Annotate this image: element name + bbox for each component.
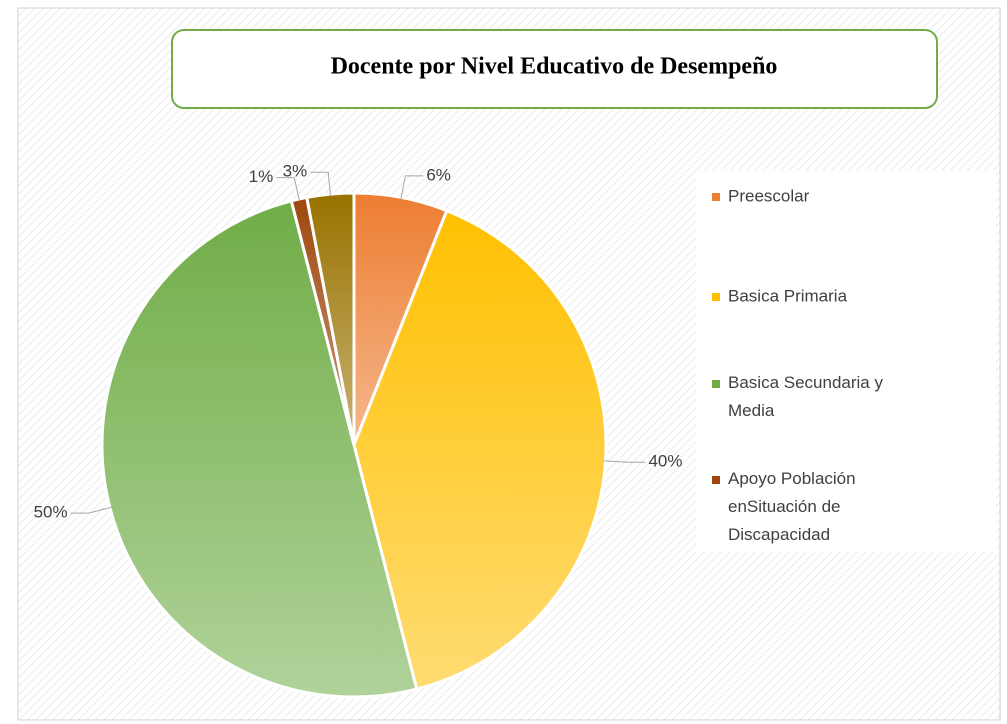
data-label: 40% [648,452,682,471]
data-label: 3% [283,162,308,181]
legend-box [696,170,996,552]
legend-label: Basica Primaria [728,286,848,305]
legend-label: Apoyo Población enSituación de Discapacida… [728,469,856,544]
leader-line [400,175,424,200]
leader-line [276,177,300,202]
data-label: 1% [249,167,274,186]
legend-swatch [712,476,720,484]
leader-line [70,506,112,514]
chart-title: Docente por Nivel Educativo de Desempeño [331,54,778,80]
legend-swatch [712,380,720,388]
leader-line [603,460,646,463]
legend-label: Basica Secundaria y Media [728,373,883,420]
legend-swatch [712,293,720,301]
legend-swatch [712,193,720,201]
legend-label: Preescolar [728,186,810,205]
title-box [171,29,938,109]
data-label: 50% [34,503,68,522]
leader-line [310,171,331,197]
data-label: 6% [426,165,451,184]
